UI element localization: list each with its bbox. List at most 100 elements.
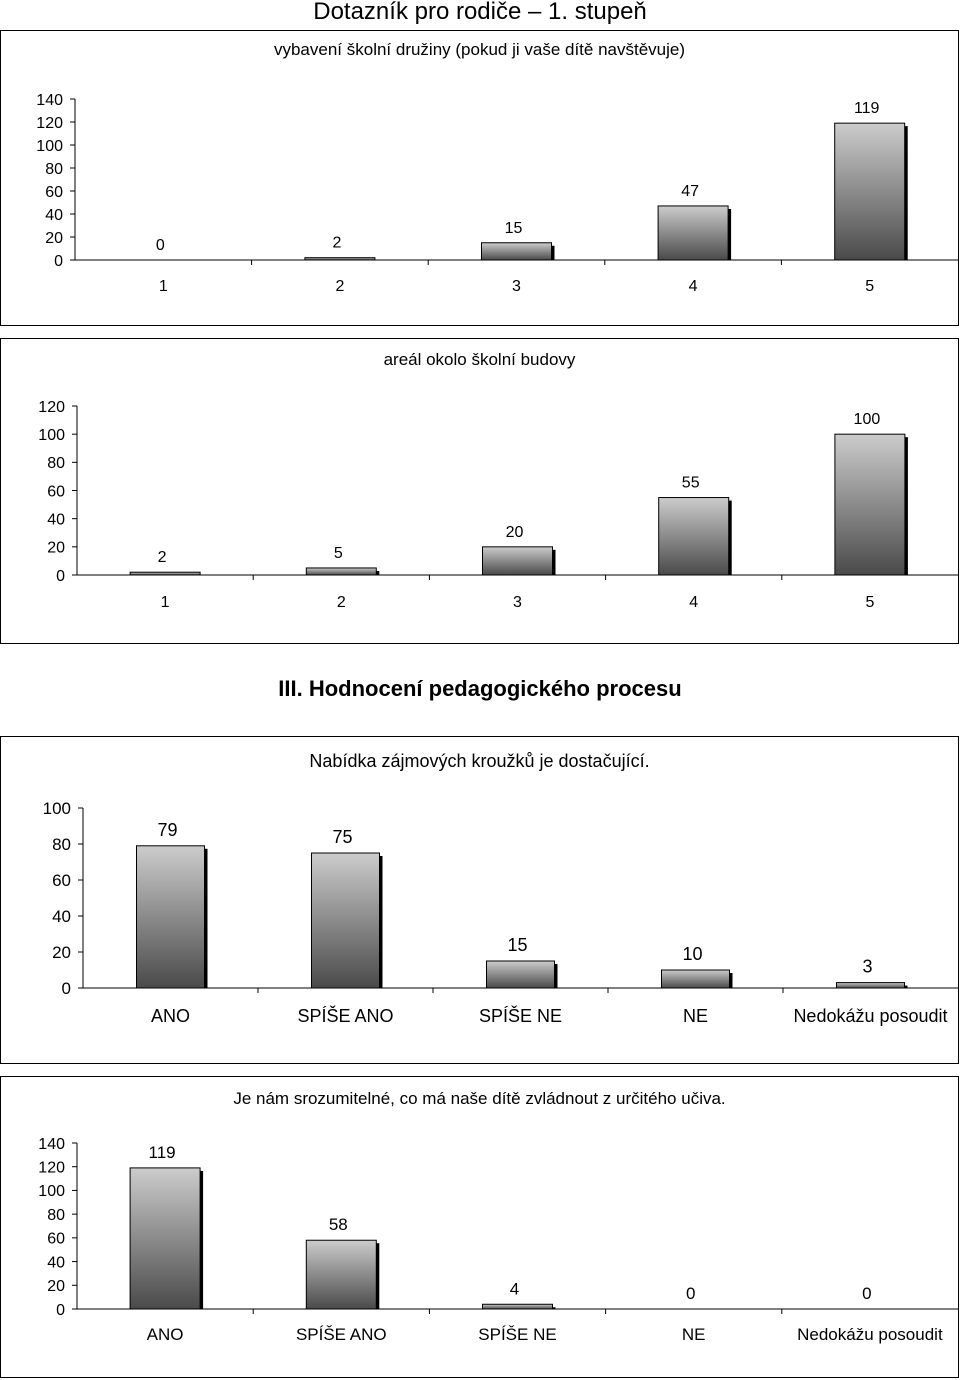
y-tick-label: 120: [38, 399, 65, 416]
bar: [305, 567, 377, 576]
bar: [834, 122, 906, 261]
y-tick-label: 100: [38, 1183, 65, 1200]
data-label: 58: [329, 1215, 348, 1234]
bar: [486, 960, 555, 989]
data-label: 47: [681, 183, 699, 200]
bar: [481, 242, 552, 261]
y-tick-label: 60: [52, 871, 71, 890]
x-tick-label: 1: [161, 594, 170, 611]
x-tick-label: 4: [689, 278, 698, 295]
chart-vybaveni-druziny: vybavení školní družiny (pokud ji vaše d…: [36, 40, 958, 295]
data-label: 0: [686, 1284, 695, 1303]
data-label: 119: [149, 1143, 176, 1162]
x-tick-label: NE: [683, 1006, 708, 1026]
data-label: 0: [156, 237, 165, 254]
data-label: 15: [505, 220, 523, 237]
y-tick-label: 20: [45, 230, 63, 247]
chart-areal-budovy: areál okolo školní budovy020406080100120…: [38, 350, 958, 611]
x-tick-label: 3: [512, 278, 521, 295]
data-label: 100: [854, 411, 881, 428]
y-tick-label: 80: [47, 1207, 65, 1224]
y-tick-label: 20: [47, 1278, 65, 1295]
y-tick-label: 0: [56, 568, 65, 585]
y-tick-label: 40: [47, 511, 65, 528]
data-label: 20: [506, 524, 524, 541]
y-tick-label: 100: [43, 799, 71, 818]
y-tick-label: 60: [47, 483, 65, 500]
y-tick-label: 120: [38, 1159, 65, 1176]
x-tick-label: Nedokážu posoudit: [797, 1325, 943, 1344]
y-tick-label: 100: [38, 427, 65, 444]
data-label: 4: [510, 1279, 519, 1298]
y-tick-label: 40: [45, 207, 63, 224]
chart-frame-1: vybavení školní družiny (pokud ji vaše d…: [0, 30, 959, 326]
x-tick-label: Nedokážu posoudit: [793, 1006, 947, 1026]
bar: [136, 845, 205, 989]
data-label: 3: [862, 957, 872, 977]
x-tick-label: 5: [865, 278, 874, 295]
y-tick-label: 20: [47, 540, 65, 557]
chart-title: areál okolo školní budovy: [384, 350, 576, 369]
chart-srozumitelnost-uciva: Je nám srozumitelné, co má naše dítě zvl…: [38, 1089, 958, 1344]
page-title: Dotazník pro rodiče – 1. stupeň: [313, 0, 647, 25]
x-tick-label: ANO: [147, 1325, 184, 1344]
y-tick-label: 0: [54, 253, 63, 270]
x-tick-label: 5: [865, 594, 874, 611]
x-tick-label: 1: [159, 278, 168, 295]
bar: [311, 852, 380, 989]
x-tick-label: ANO: [151, 1006, 190, 1026]
data-label: 2: [158, 549, 167, 566]
bar: [482, 1303, 553, 1310]
data-label: 15: [507, 935, 527, 955]
y-tick-label: 0: [56, 1302, 65, 1319]
data-label: 79: [157, 820, 177, 840]
bar: [658, 497, 730, 576]
x-tick-label: SPÍŠE NE: [479, 1005, 562, 1026]
y-tick-label: 60: [47, 1231, 65, 1248]
bar: [129, 571, 201, 576]
data-label: 2: [332, 235, 341, 252]
bar: [305, 1239, 377, 1310]
y-tick-label: 100: [36, 138, 63, 155]
data-label: 55: [682, 475, 700, 492]
data-label: 10: [682, 944, 702, 964]
y-tick-label: 80: [45, 161, 63, 178]
y-tick-label: 0: [62, 979, 71, 998]
x-tick-label: SPÍŠE NE: [478, 1325, 556, 1344]
bar: [482, 546, 553, 576]
y-tick-label: 120: [36, 115, 63, 132]
x-tick-label: SPÍŠE ANO: [297, 1005, 393, 1026]
chart-title: Nabídka zájmových kroužků je dostačující…: [309, 751, 649, 771]
y-tick-label: 60: [45, 184, 63, 201]
x-tick-label: 4: [689, 594, 698, 611]
y-tick-label: 140: [38, 1136, 65, 1153]
bar: [834, 433, 906, 576]
data-label: 119: [854, 100, 880, 117]
chart-title: vybavení školní družiny (pokud ji vaše d…: [274, 40, 685, 59]
bar: [304, 257, 376, 261]
y-tick-label: 80: [52, 835, 71, 854]
data-label: 5: [334, 545, 343, 562]
x-tick-label: 2: [335, 278, 344, 295]
y-tick-label: 140: [36, 92, 63, 109]
data-label: 75: [332, 827, 352, 847]
x-tick-label: NE: [682, 1325, 706, 1344]
section-heading: III. Hodnocení pedagogického procesu: [278, 676, 682, 701]
y-tick-label: 80: [47, 455, 65, 472]
x-tick-label: 3: [513, 594, 522, 611]
x-tick-label: SPÍŠE ANO: [296, 1325, 387, 1344]
bar: [836, 982, 905, 989]
chart-frame-4: Je nám srozumitelné, co má naše dítě zvl…: [0, 1076, 959, 1378]
bar: [661, 969, 730, 989]
chart-title: Je nám srozumitelné, co má naše dítě zvl…: [233, 1089, 725, 1108]
chart-frame-2: areál okolo školní budovy 0 20 40 60 80 100 120…: [0, 338, 959, 644]
bar: [657, 205, 729, 261]
chart-zajmove-krouzky: Nabídka zájmových kroužků je dostačující…: [43, 751, 958, 1026]
y-tick-label: 20: [52, 943, 71, 962]
x-tick-label: 2: [337, 594, 346, 611]
data-label: 0: [862, 1284, 871, 1303]
bar: [129, 1167, 201, 1310]
y-tick-label: 40: [52, 907, 71, 926]
chart-frame-3: Nabídka zájmových kroužků je dostačující…: [0, 736, 959, 1064]
y-tick-label: 40: [47, 1254, 65, 1271]
